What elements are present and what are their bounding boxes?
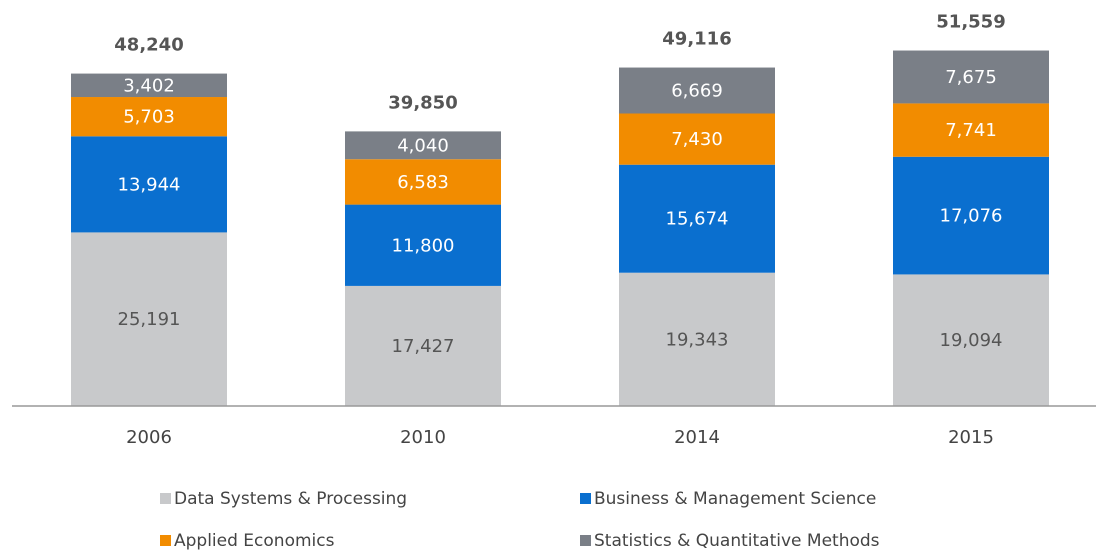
bar-segment xyxy=(345,131,501,160)
x-tick-label: 2014 xyxy=(674,427,720,448)
value-label: 5,703 xyxy=(123,107,175,128)
bar-segment xyxy=(71,73,227,98)
value-label: 4,040 xyxy=(397,135,449,156)
legend-label: Business & Management Science xyxy=(594,489,876,509)
total-label: 48,240 xyxy=(114,35,183,56)
value-label: 7,741 xyxy=(945,120,997,141)
legend-label: Data Systems & Processing xyxy=(174,489,407,509)
bar-segment xyxy=(893,156,1049,275)
x-tick-label: 2010 xyxy=(400,427,446,448)
value-label: 7,430 xyxy=(671,129,723,150)
legend-swatch xyxy=(580,535,591,546)
legend-label: Applied Economics xyxy=(174,531,335,551)
value-label: 7,675 xyxy=(945,67,997,88)
total-label: 39,850 xyxy=(388,92,457,113)
value-label: 6,583 xyxy=(397,172,449,193)
bar-segment xyxy=(619,113,775,165)
bar-segment xyxy=(71,136,227,233)
bar-segment xyxy=(619,272,775,406)
value-label: 17,076 xyxy=(940,206,1003,227)
bar-segment xyxy=(345,204,501,286)
bar-segment xyxy=(893,50,1049,104)
value-label: 3,402 xyxy=(123,75,175,96)
total-label: 49,116 xyxy=(662,29,731,50)
value-label: 17,427 xyxy=(392,336,455,357)
legend-swatch xyxy=(580,493,591,504)
value-label: 19,094 xyxy=(940,330,1003,351)
total-label: 51,559 xyxy=(936,12,1005,33)
bar-segment xyxy=(345,285,501,406)
value-label: 15,674 xyxy=(666,209,729,230)
legend-swatch xyxy=(160,535,171,546)
value-label: 6,669 xyxy=(671,81,723,102)
bar-segment xyxy=(893,103,1049,157)
legend-label: Statistics & Quantitative Methods xyxy=(594,531,880,551)
value-label: 11,800 xyxy=(392,235,455,256)
bar-segment xyxy=(345,159,501,205)
x-tick-label: 2006 xyxy=(126,427,172,448)
bar-segment xyxy=(71,232,227,406)
value-label: 19,343 xyxy=(666,329,729,350)
legend-swatch xyxy=(160,493,171,504)
bar-segment xyxy=(71,97,227,137)
value-label: 25,191 xyxy=(118,309,181,330)
bar-segment xyxy=(893,274,1049,406)
bar-segment xyxy=(619,164,775,273)
bar-segment xyxy=(619,67,775,114)
x-tick-label: 2015 xyxy=(948,427,994,448)
value-label: 13,944 xyxy=(118,174,181,195)
